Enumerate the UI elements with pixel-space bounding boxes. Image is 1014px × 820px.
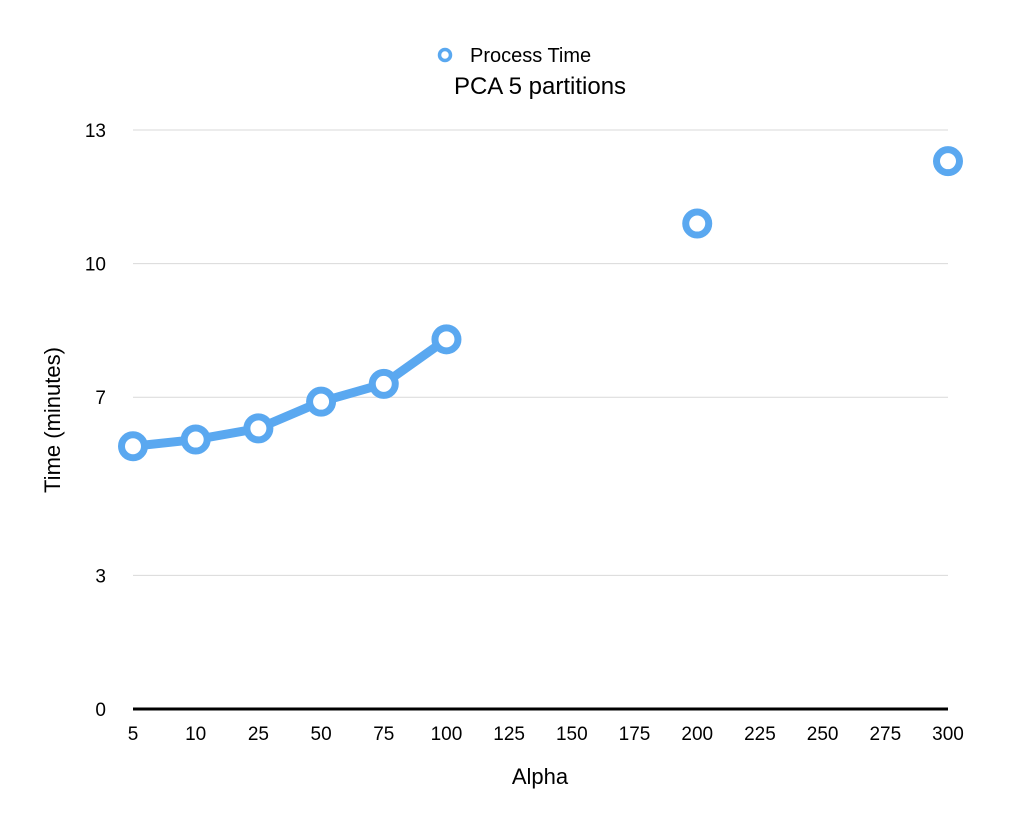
x-axis-title: Alpha (512, 764, 569, 789)
data-point (933, 146, 963, 177)
x-tick-label: 250 (807, 724, 839, 745)
y-tick-label: 7 (95, 388, 106, 409)
x-tick-label: 225 (744, 724, 776, 745)
x-tick-label: 125 (493, 724, 525, 745)
data-point (431, 324, 462, 355)
x-tick-label: 25 (248, 724, 269, 745)
y-axis-title: Time (minutes) (40, 347, 65, 493)
x-tick-label: 150 (556, 724, 588, 745)
grid-lines (133, 129, 948, 576)
x-tick-label: 50 (311, 724, 332, 745)
x-tick-label: 75 (373, 724, 394, 745)
x-axis-tick-labels: 5 10 25 50 75 100 125 150 175 200 225 250 275 300 (128, 724, 964, 745)
data-point (243, 413, 274, 444)
legend: Process Time (437, 45, 591, 67)
data-point (368, 368, 399, 399)
data-point (682, 208, 713, 239)
x-tick-label: 300 (932, 724, 964, 745)
series-process-time (118, 146, 963, 462)
data-point (306, 386, 337, 417)
x-tick-label: 10 (185, 724, 206, 745)
y-tick-label: 13 (85, 121, 106, 142)
y-tick-label: 10 (85, 255, 106, 276)
chart-title: PCA 5 partitions (454, 73, 626, 100)
legend-marker (437, 47, 453, 63)
x-tick-label: 5 (128, 724, 139, 745)
x-tick-label: 175 (619, 724, 651, 745)
data-point (180, 424, 211, 455)
x-tick-label: 200 (681, 724, 713, 745)
x-tick-label: 275 (869, 724, 901, 745)
series-line (128, 334, 451, 451)
y-tick-label: 0 (95, 700, 106, 721)
data-point (118, 431, 148, 462)
y-tick-label: 3 (95, 566, 106, 587)
x-tick-label: 100 (431, 724, 463, 745)
y-axis-tick-labels: 0 3 7 10 13 (85, 121, 106, 721)
legend-label: Process Time (470, 45, 591, 67)
